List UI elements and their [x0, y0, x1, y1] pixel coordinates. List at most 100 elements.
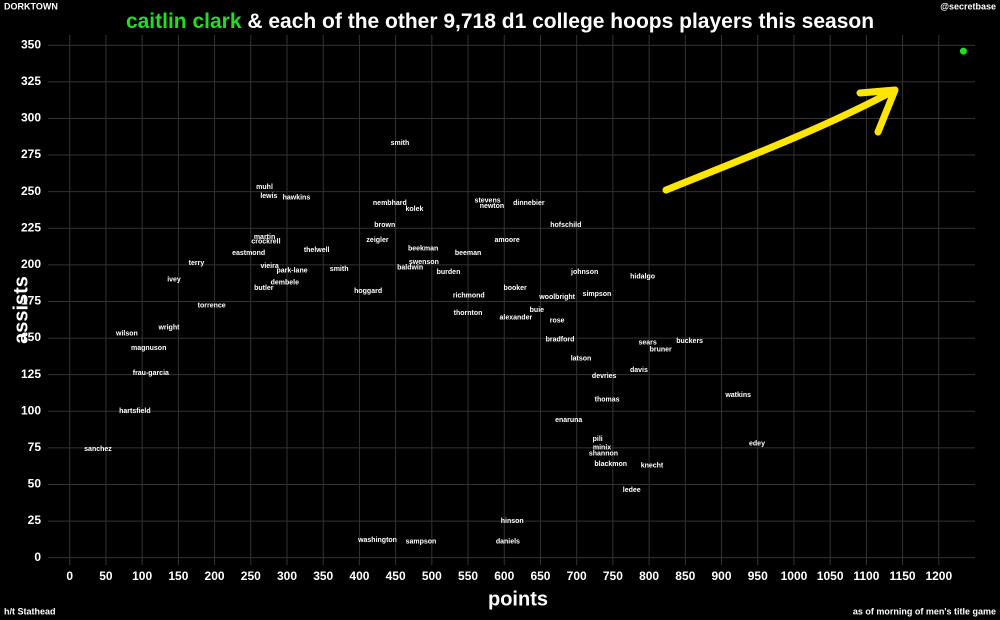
- title-highlight: caitlin clark: [126, 10, 242, 33]
- player-label: devries: [592, 373, 617, 380]
- y-tick-label: 250: [21, 184, 41, 198]
- player-label: hoggard: [354, 288, 382, 295]
- player-label: kolek: [406, 206, 424, 213]
- player-label: hidalgo: [630, 273, 655, 280]
- y-tick-label: 150: [21, 330, 41, 344]
- y-tick-label: 175: [21, 294, 41, 308]
- x-tick-label: 150: [168, 569, 188, 583]
- x-tick-label: 400: [349, 569, 369, 583]
- x-tick-label: 600: [494, 569, 514, 583]
- source: h/t Stathead: [4, 606, 56, 616]
- player-label: stevens: [475, 197, 501, 204]
- x-tick-label: 200: [205, 569, 225, 583]
- x-tick-label: 250: [241, 569, 261, 583]
- player-label: magnuson: [131, 345, 166, 352]
- player-label: buckers: [676, 338, 703, 345]
- y-tick-label: 325: [21, 74, 41, 88]
- player-label: wright: [157, 325, 180, 332]
- x-tick-label: 850: [675, 569, 695, 583]
- x-tick-label: 650: [530, 569, 550, 583]
- player-label: minix: [593, 445, 611, 452]
- brand: DORKTOWN: [4, 1, 58, 11]
- player-label: lewis: [260, 193, 277, 200]
- player-label: ledee: [623, 487, 641, 494]
- player-label: brown: [374, 222, 395, 229]
- player-label: daniels: [496, 538, 520, 545]
- player-label: dembele: [271, 279, 300, 286]
- y-tick-label: 300: [21, 111, 41, 125]
- y-axis-label: assists: [10, 276, 32, 344]
- player-label: davis: [630, 367, 648, 374]
- player-label: bradford: [546, 336, 575, 343]
- x-tick-label: 450: [386, 569, 406, 583]
- player-label: eastmond: [232, 250, 265, 257]
- player-label: booker: [503, 285, 527, 292]
- x-tick-label: 300: [277, 569, 297, 583]
- handle: @secretbase: [940, 1, 996, 11]
- player-label: watkins: [724, 392, 751, 399]
- x-tick-label: 950: [748, 569, 768, 583]
- player-label: burden: [437, 269, 461, 276]
- player-label: bruner: [650, 347, 672, 354]
- player-label: pili: [593, 436, 603, 443]
- player-label: nembhard: [373, 200, 407, 207]
- player-label: sears: [639, 339, 657, 346]
- y-tick-label: 100: [21, 403, 41, 417]
- player-label: martin: [254, 234, 275, 241]
- player-label: torrence: [198, 303, 226, 310]
- player-label: buie: [530, 307, 544, 314]
- y-tick-label: 225: [21, 220, 41, 234]
- highlight-point: [959, 47, 967, 55]
- player-label: simpson: [583, 291, 612, 298]
- player-label: frau-garcia: [133, 370, 169, 377]
- player-label: park-lane: [276, 268, 307, 275]
- player-label: hartsfield: [119, 408, 151, 415]
- player-label: richmond: [453, 292, 485, 299]
- y-tick-label: 50: [28, 477, 42, 491]
- player-label: washington: [357, 537, 397, 544]
- player-label: latson: [571, 355, 592, 362]
- player-label: ivey: [167, 276, 181, 283]
- player-label: knecht: [641, 462, 664, 469]
- player-label: sanchez: [84, 446, 112, 453]
- x-tick-label: 700: [567, 569, 587, 583]
- player-label: muhl: [256, 184, 273, 191]
- player-label: beeman: [455, 250, 481, 257]
- y-tick-label: 0: [34, 550, 41, 564]
- player-label: johnson: [570, 269, 598, 276]
- arrow: [662, 86, 899, 194]
- player-label: zeigler: [366, 237, 388, 244]
- y-tick-label: 75: [28, 440, 42, 454]
- player-label: beekman: [408, 246, 438, 253]
- player-label: thornton: [454, 310, 483, 317]
- player-label: edey: [749, 440, 765, 447]
- x-tick-label: 1200: [925, 569, 952, 583]
- player-label: baldwin: [397, 265, 423, 272]
- player-label: thomas: [595, 396, 620, 403]
- player-label: enaruna: [555, 417, 582, 424]
- player-label: vieira: [260, 263, 278, 270]
- player-label: smith: [330, 266, 349, 273]
- y-tick-label: 200: [21, 257, 41, 271]
- x-tick-label: 550: [458, 569, 478, 583]
- player-label: sampson: [406, 538, 437, 545]
- player-label: amoore: [495, 237, 520, 244]
- player-label: shannon: [589, 451, 618, 458]
- player-label: hawkins: [283, 194, 311, 201]
- x-tick-label: 100: [132, 569, 152, 583]
- y-tick-label: 125: [21, 367, 41, 381]
- player-label: crockrell: [251, 238, 280, 245]
- x-tick-label: 500: [422, 569, 442, 583]
- x-tick-label: 0: [66, 569, 73, 583]
- player-label: smith: [391, 140, 410, 147]
- y-tick-label: 275: [21, 147, 41, 161]
- player-label: wilson: [115, 331, 138, 338]
- x-tick-label: 800: [639, 569, 659, 583]
- player-label: swenson: [409, 259, 439, 266]
- x-tick-label: 1050: [817, 569, 844, 583]
- player-label: butler: [254, 285, 274, 292]
- player-label: thelwell: [304, 247, 330, 254]
- player-label: rose: [550, 317, 565, 324]
